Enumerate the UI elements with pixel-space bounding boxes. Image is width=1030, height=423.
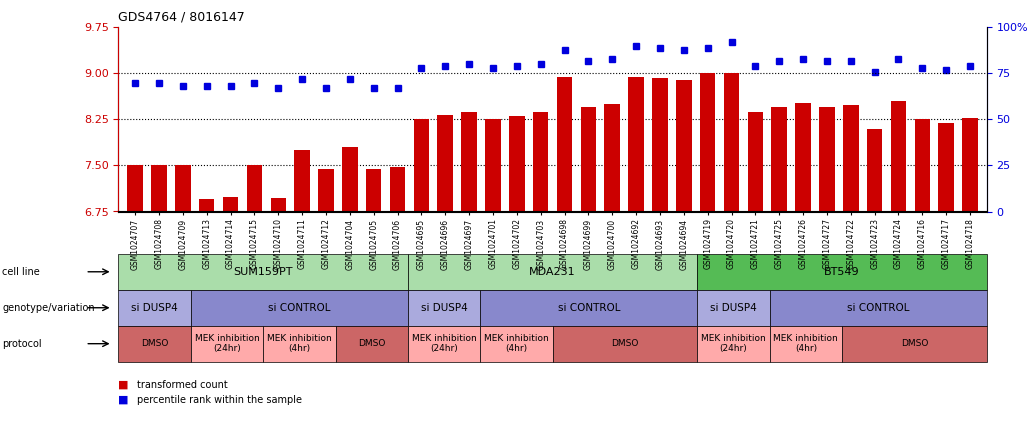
Text: si DUSP4: si DUSP4 — [420, 303, 468, 313]
Text: MEK inhibition
(24hr): MEK inhibition (24hr) — [195, 334, 260, 353]
Bar — [962, 118, 977, 212]
Text: protocol: protocol — [2, 339, 41, 349]
Text: BT549: BT549 — [824, 267, 860, 277]
Bar — [128, 165, 143, 212]
Bar — [843, 105, 859, 212]
Bar — [795, 103, 811, 212]
Bar — [199, 199, 214, 212]
Text: MDA231: MDA231 — [529, 267, 576, 277]
Text: si DUSP4: si DUSP4 — [131, 303, 178, 313]
Bar — [533, 112, 548, 212]
Bar — [295, 150, 310, 212]
Text: transformed count: transformed count — [137, 380, 228, 390]
Bar — [438, 115, 453, 212]
Text: ■: ■ — [118, 395, 129, 405]
Bar — [628, 77, 644, 212]
Bar — [222, 198, 238, 212]
Bar — [819, 107, 834, 212]
Bar — [771, 107, 787, 212]
Text: DMSO: DMSO — [900, 339, 928, 348]
Bar — [676, 80, 691, 212]
Text: MEK inhibition
(4hr): MEK inhibition (4hr) — [774, 334, 838, 353]
Bar — [700, 74, 716, 212]
Bar — [461, 112, 477, 212]
Text: DMSO: DMSO — [611, 339, 639, 348]
Text: MEK inhibition
(4hr): MEK inhibition (4hr) — [267, 334, 332, 353]
Text: MEK inhibition
(4hr): MEK inhibition (4hr) — [484, 334, 549, 353]
Bar — [366, 169, 381, 212]
Bar — [605, 104, 620, 212]
Bar — [748, 112, 763, 212]
Text: MEK inhibition
(24hr): MEK inhibition (24hr) — [412, 334, 477, 353]
Bar — [867, 129, 883, 212]
Bar — [509, 116, 524, 212]
Bar — [581, 107, 596, 212]
Text: cell line: cell line — [2, 267, 40, 277]
Bar — [342, 147, 357, 212]
Text: si CONTROL: si CONTROL — [268, 303, 331, 313]
Bar — [938, 123, 954, 212]
Text: DMSO: DMSO — [141, 339, 168, 348]
Text: si CONTROL: si CONTROL — [557, 303, 620, 313]
Bar — [652, 78, 667, 212]
Text: percentile rank within the sample: percentile rank within the sample — [137, 395, 302, 405]
Text: ■: ■ — [118, 380, 129, 390]
Text: DMSO: DMSO — [358, 339, 385, 348]
Text: MEK inhibition
(24hr): MEK inhibition (24hr) — [701, 334, 766, 353]
Bar — [246, 165, 263, 212]
Bar — [271, 198, 286, 212]
Bar — [557, 77, 573, 212]
Bar — [318, 169, 334, 212]
Text: si DUSP4: si DUSP4 — [710, 303, 757, 313]
Bar — [485, 119, 501, 212]
Text: GDS4764 / 8016147: GDS4764 / 8016147 — [118, 10, 245, 23]
Bar — [151, 165, 167, 212]
Bar — [175, 165, 191, 212]
Bar — [389, 168, 405, 212]
Bar — [724, 74, 740, 212]
Bar — [414, 119, 430, 212]
Text: genotype/variation: genotype/variation — [2, 303, 95, 313]
Bar — [915, 119, 930, 212]
Text: si CONTROL: si CONTROL — [847, 303, 909, 313]
Text: SUM159PT: SUM159PT — [234, 267, 293, 277]
Bar — [891, 101, 906, 212]
